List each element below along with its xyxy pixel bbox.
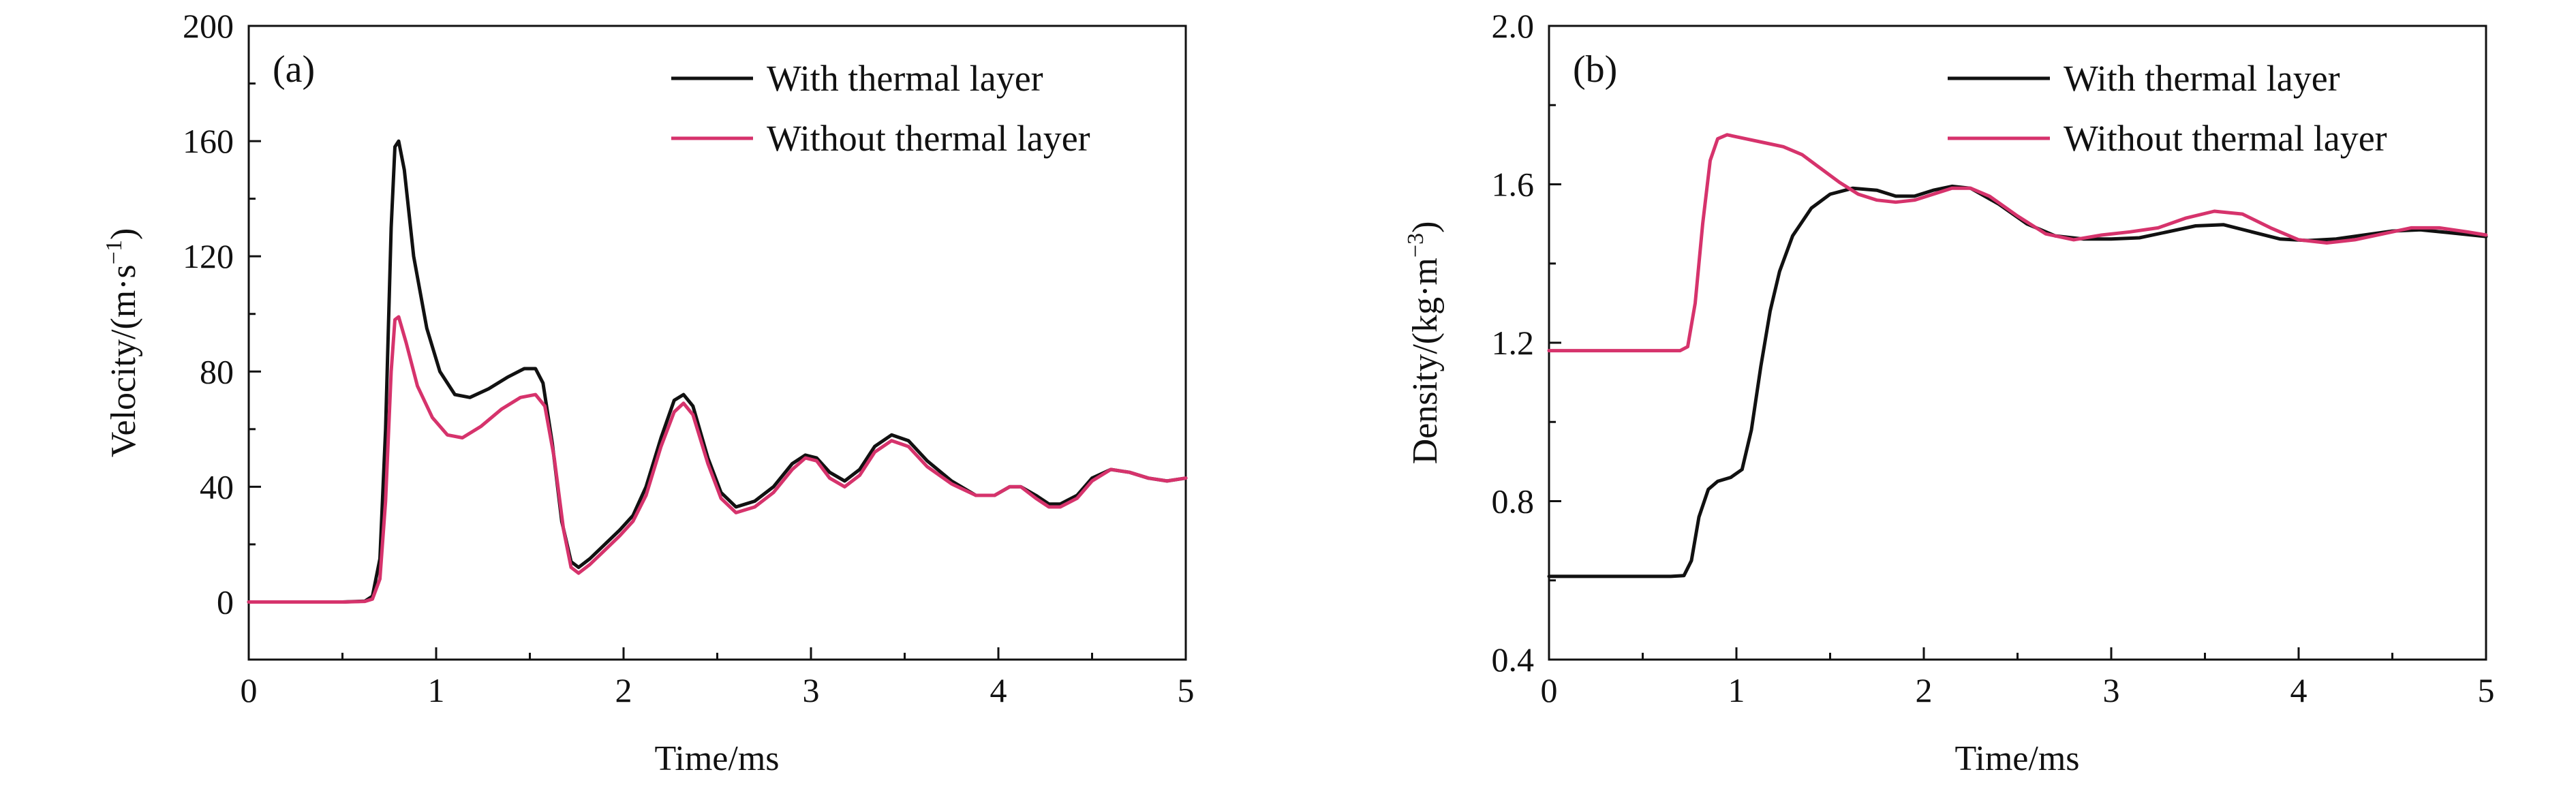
legend-label: Without thermal layer bbox=[767, 118, 1090, 159]
x-axis-title: Time/ms bbox=[654, 739, 779, 778]
y-axis-title-close: ) bbox=[1406, 221, 1445, 233]
panel-label: (a) bbox=[273, 48, 315, 91]
x-tick-label: 0 bbox=[1541, 671, 1558, 709]
x-tick-label: 3 bbox=[803, 671, 820, 709]
x-tick-label: 4 bbox=[990, 671, 1007, 709]
x-tick-label: 2 bbox=[1916, 671, 1933, 709]
x-tick-label: 4 bbox=[2290, 671, 2307, 709]
y-tick-label: 80 bbox=[200, 352, 234, 390]
series-lines bbox=[1547, 133, 2488, 578]
x-tick-label: 0 bbox=[241, 671, 258, 709]
chart-density: 0 1 2 3 4 5 0.4 0.8 1.2 1.6 2.0 (b) Time/ms Densi… bbox=[1403, 7, 2495, 778]
y-tick-label: 2.0 bbox=[1492, 7, 1535, 45]
series-line-2 bbox=[247, 315, 1188, 604]
x-tick-label: 1 bbox=[1728, 671, 1745, 709]
x-tick-label: 5 bbox=[2478, 671, 2495, 709]
y-axis: 0 40 80 120 160 200 bbox=[183, 7, 261, 621]
y-axis-title: Density/(kg·m−3) bbox=[1403, 221, 1445, 465]
y-tick-label: 0.8 bbox=[1492, 482, 1535, 521]
x-axis: 0 1 2 3 4 5 bbox=[241, 647, 1195, 709]
legend: With thermal layer Without thermal layer bbox=[1948, 58, 2387, 159]
legend-label: Without thermal layer bbox=[2064, 118, 2387, 159]
y-axis: 0.4 0.8 1.2 1.6 2.0 bbox=[1492, 7, 1561, 679]
x-tick-label: 2 bbox=[615, 671, 632, 709]
legend-label: With thermal layer bbox=[2064, 58, 2340, 99]
y-tick-label: 1.2 bbox=[1492, 324, 1535, 362]
x-tick-label: 1 bbox=[428, 671, 445, 709]
series-lines bbox=[247, 139, 1188, 604]
x-axis-title: Time/ms bbox=[1954, 739, 2079, 778]
y-tick-label: 1.6 bbox=[1492, 166, 1535, 204]
y-tick-label: 0 bbox=[217, 583, 234, 621]
series-line-1 bbox=[1547, 184, 2488, 578]
y-tick-label: 120 bbox=[183, 237, 234, 275]
y-tick-label: 160 bbox=[183, 122, 234, 160]
y-axis-title-main: Density/(kg·m bbox=[1406, 258, 1445, 464]
y-tick-label: 40 bbox=[200, 467, 234, 506]
chart-velocity: 0 1 2 3 4 5 0 40 80 120 160 200 (a) Time/ms Veloci… bbox=[102, 7, 1195, 778]
x-axis: 0 1 2 3 4 5 bbox=[1541, 647, 2495, 709]
y-axis-title-exponent: −3 bbox=[1403, 233, 1428, 258]
y-tick-label: 200 bbox=[183, 7, 234, 45]
legend: With thermal layer Without thermal layer bbox=[671, 58, 1090, 159]
series-line-2 bbox=[1547, 133, 2488, 353]
x-tick-label: 5 bbox=[1178, 671, 1195, 709]
y-axis-title-main: Velocity/(m·s bbox=[104, 264, 143, 457]
panel-label: (b) bbox=[1573, 48, 1617, 91]
y-axis-title: Velocity/(m·s−1) bbox=[102, 228, 143, 458]
y-axis-title-exponent: −1 bbox=[102, 240, 127, 264]
x-tick-label: 3 bbox=[2103, 671, 2120, 709]
y-tick-label: 0.4 bbox=[1492, 641, 1535, 679]
y-axis-title-close: ) bbox=[104, 228, 143, 240]
legend-label: With thermal layer bbox=[767, 58, 1043, 99]
